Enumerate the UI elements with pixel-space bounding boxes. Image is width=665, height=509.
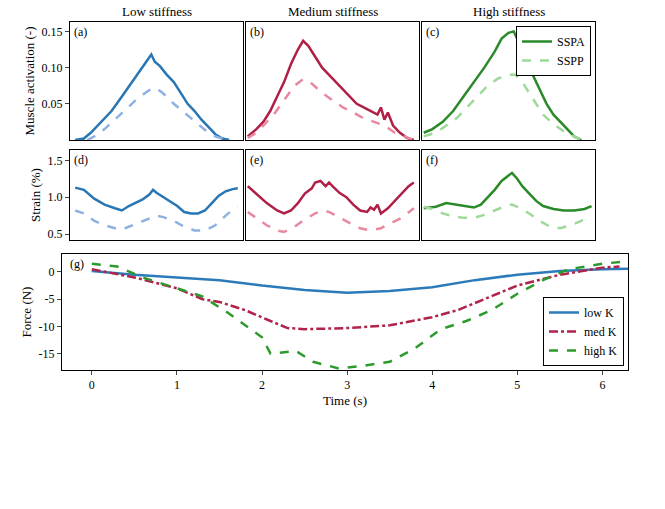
svg-text:(b): (b) (250, 25, 264, 39)
svg-text:med K: med K (584, 325, 617, 339)
svg-text:0.10: 0.10 (42, 61, 63, 75)
svg-text:3: 3 (344, 378, 350, 392)
svg-text:Force (N): Force (N) (19, 287, 34, 338)
svg-text:1.5: 1.5 (48, 154, 63, 168)
svg-text:-5: -5 (45, 292, 55, 306)
svg-text:0: 0 (49, 265, 55, 279)
svg-text:(f): (f) (426, 153, 438, 167)
svg-text:(c): (c) (426, 25, 439, 39)
svg-text:SSPP: SSPP (557, 54, 584, 68)
svg-text:Time (s): Time (s) (323, 393, 367, 408)
svg-text:5: 5 (514, 378, 520, 392)
svg-text:Strain (%): Strain (%) (28, 168, 43, 222)
svg-text:Muscle activation (-): Muscle activation (-) (22, 26, 37, 135)
svg-text:low K: low K (584, 306, 614, 320)
svg-text:(g): (g) (70, 257, 84, 271)
svg-text:0.05: 0.05 (42, 97, 63, 111)
svg-text:Low stiffness: Low stiffness (122, 4, 192, 19)
svg-text:6: 6 (599, 378, 605, 392)
svg-text:-15: -15 (39, 347, 55, 361)
svg-text:High stiffness: High stiffness (473, 4, 545, 19)
svg-text:-10: -10 (39, 320, 55, 334)
svg-text:0: 0 (89, 378, 95, 392)
svg-text:2: 2 (259, 378, 265, 392)
svg-text:Medium stiffness: Medium stiffness (288, 4, 378, 19)
svg-text:SSPA: SSPA (557, 35, 585, 49)
svg-text:0.15: 0.15 (42, 25, 63, 39)
svg-text:0.5: 0.5 (48, 227, 63, 241)
svg-text:1.0: 1.0 (48, 190, 63, 204)
svg-text:4: 4 (429, 378, 435, 392)
svg-text:(a): (a) (74, 25, 87, 39)
svg-text:1: 1 (174, 378, 180, 392)
svg-text:high K: high K (584, 344, 617, 358)
svg-text:(d): (d) (74, 153, 88, 167)
svg-text:(e): (e) (250, 153, 263, 167)
